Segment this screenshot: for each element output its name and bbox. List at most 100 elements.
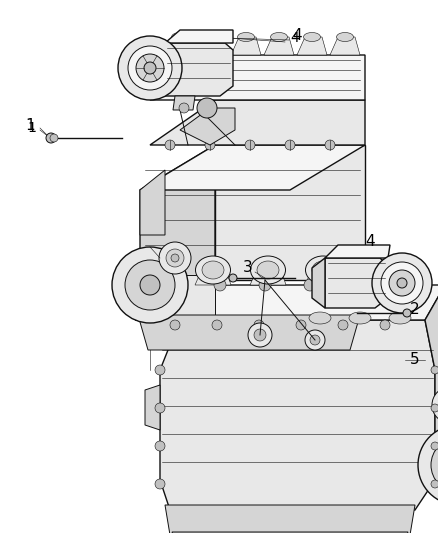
Polygon shape bbox=[215, 145, 365, 280]
Circle shape bbox=[431, 438, 438, 492]
Text: 1: 1 bbox=[28, 121, 36, 135]
Circle shape bbox=[381, 262, 423, 304]
Polygon shape bbox=[138, 315, 360, 350]
Circle shape bbox=[285, 140, 295, 150]
Circle shape bbox=[128, 46, 172, 90]
Polygon shape bbox=[425, 285, 438, 480]
Circle shape bbox=[229, 274, 237, 282]
Circle shape bbox=[338, 320, 348, 330]
Polygon shape bbox=[165, 43, 233, 96]
Ellipse shape bbox=[367, 261, 389, 279]
Ellipse shape bbox=[172, 33, 188, 42]
Circle shape bbox=[304, 279, 316, 291]
Circle shape bbox=[431, 366, 438, 374]
Circle shape bbox=[380, 320, 390, 330]
Polygon shape bbox=[135, 275, 215, 320]
Circle shape bbox=[136, 54, 164, 82]
Polygon shape bbox=[172, 532, 408, 533]
Ellipse shape bbox=[257, 261, 279, 279]
Ellipse shape bbox=[309, 312, 331, 324]
Polygon shape bbox=[330, 37, 360, 55]
Circle shape bbox=[166, 249, 184, 267]
Circle shape bbox=[212, 320, 222, 330]
Text: 4: 4 bbox=[292, 28, 302, 43]
Text: 2: 2 bbox=[410, 303, 420, 318]
Polygon shape bbox=[231, 37, 261, 55]
Polygon shape bbox=[150, 43, 165, 96]
Circle shape bbox=[254, 329, 266, 341]
Circle shape bbox=[432, 387, 438, 423]
Circle shape bbox=[296, 320, 306, 330]
Polygon shape bbox=[140, 170, 165, 235]
Circle shape bbox=[431, 480, 438, 488]
Ellipse shape bbox=[195, 256, 230, 284]
Ellipse shape bbox=[251, 256, 286, 284]
Ellipse shape bbox=[202, 261, 224, 279]
Circle shape bbox=[170, 320, 180, 330]
Circle shape bbox=[46, 133, 56, 143]
Circle shape bbox=[171, 254, 179, 262]
Ellipse shape bbox=[349, 312, 371, 324]
Ellipse shape bbox=[336, 33, 353, 42]
Polygon shape bbox=[180, 108, 235, 145]
Circle shape bbox=[140, 275, 160, 295]
Circle shape bbox=[50, 134, 58, 142]
Circle shape bbox=[254, 320, 264, 330]
Circle shape bbox=[389, 270, 415, 296]
Ellipse shape bbox=[312, 261, 334, 279]
Polygon shape bbox=[312, 258, 325, 308]
Circle shape bbox=[165, 140, 175, 150]
Polygon shape bbox=[173, 96, 195, 110]
Polygon shape bbox=[165, 30, 233, 43]
Circle shape bbox=[418, 425, 438, 505]
Circle shape bbox=[112, 247, 188, 323]
Circle shape bbox=[197, 98, 217, 118]
Polygon shape bbox=[165, 37, 195, 55]
Ellipse shape bbox=[237, 33, 254, 42]
Text: 5: 5 bbox=[410, 352, 420, 367]
Polygon shape bbox=[145, 385, 160, 430]
Polygon shape bbox=[264, 37, 294, 55]
Polygon shape bbox=[250, 267, 286, 285]
Polygon shape bbox=[297, 37, 327, 55]
Text: 4: 4 bbox=[291, 31, 300, 45]
Ellipse shape bbox=[360, 256, 396, 284]
Circle shape bbox=[403, 309, 411, 317]
Text: 1: 1 bbox=[25, 117, 35, 133]
Circle shape bbox=[259, 279, 271, 291]
Circle shape bbox=[155, 479, 165, 489]
Polygon shape bbox=[198, 37, 228, 55]
Polygon shape bbox=[180, 285, 438, 320]
Circle shape bbox=[118, 36, 182, 100]
Polygon shape bbox=[150, 55, 365, 100]
Circle shape bbox=[431, 404, 438, 412]
Circle shape bbox=[248, 323, 272, 347]
Polygon shape bbox=[305, 267, 341, 285]
Circle shape bbox=[144, 62, 156, 74]
Circle shape bbox=[125, 260, 175, 310]
Circle shape bbox=[205, 140, 215, 150]
Circle shape bbox=[214, 279, 226, 291]
Polygon shape bbox=[160, 320, 435, 510]
Circle shape bbox=[179, 103, 189, 113]
Polygon shape bbox=[140, 145, 365, 190]
Circle shape bbox=[155, 403, 165, 413]
Circle shape bbox=[155, 365, 165, 375]
Circle shape bbox=[305, 330, 325, 350]
Text: 4: 4 bbox=[365, 235, 375, 249]
Polygon shape bbox=[150, 100, 365, 145]
Circle shape bbox=[159, 242, 191, 274]
Polygon shape bbox=[165, 505, 415, 533]
Ellipse shape bbox=[389, 312, 411, 324]
Polygon shape bbox=[360, 267, 396, 285]
Circle shape bbox=[155, 441, 165, 451]
Polygon shape bbox=[140, 145, 215, 280]
Ellipse shape bbox=[304, 33, 321, 42]
Circle shape bbox=[245, 140, 255, 150]
Polygon shape bbox=[325, 258, 388, 308]
Ellipse shape bbox=[205, 33, 222, 42]
Circle shape bbox=[372, 253, 432, 313]
Polygon shape bbox=[325, 245, 390, 258]
Text: 3: 3 bbox=[243, 261, 253, 276]
Circle shape bbox=[431, 442, 438, 450]
